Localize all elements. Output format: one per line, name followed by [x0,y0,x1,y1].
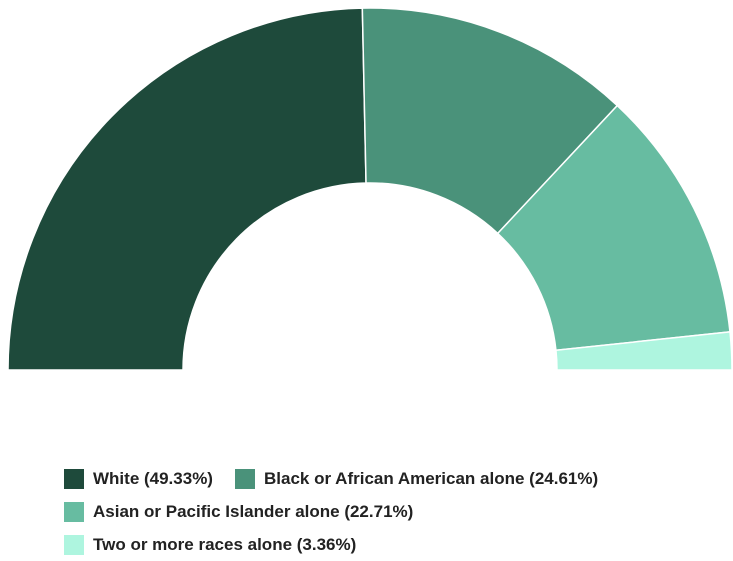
slice-white [8,8,366,370]
legend-row: Asian or Pacific Islander alone (22.71%) [64,495,714,528]
legend-item-black: Black or African American alone (24.61%) [235,469,598,489]
legend-label-black: Black or African American alone (24.61%) [264,469,598,489]
legend-swatch-black [235,469,255,489]
legend-label-white: White (49.33%) [93,469,213,489]
legend-item-asian: Asian or Pacific Islander alone (22.71%) [64,502,413,522]
legend-swatch-asian [64,502,84,522]
legend-row: Two or more races alone (3.36%) [64,528,714,561]
legend-label-asian: Asian or Pacific Islander alone (22.71%) [93,502,413,522]
legend-swatch-two-or-more [64,535,84,555]
legend-label-two-or-more: Two or more races alone (3.36%) [93,535,356,555]
legend-swatch-white [64,469,84,489]
legend: White (49.33%) Black or African American… [64,462,714,561]
legend-row: White (49.33%) Black or African American… [64,462,714,495]
legend-item-two-or-more: Two or more races alone (3.36%) [64,535,356,555]
legend-item-white: White (49.33%) [64,469,213,489]
